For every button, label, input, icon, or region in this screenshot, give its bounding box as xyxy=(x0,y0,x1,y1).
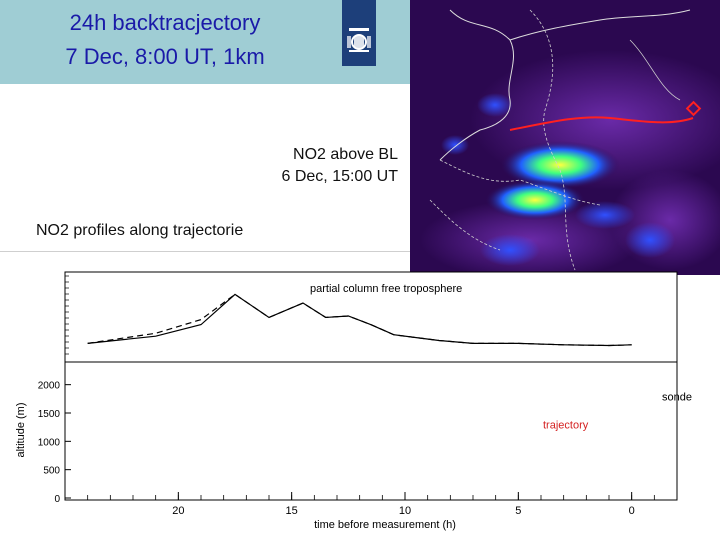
y-tick-label: 500 xyxy=(43,466,60,477)
x-tick-label: 10 xyxy=(399,505,411,517)
map-label-line-2: 6 Dec, 15:00 UT xyxy=(281,168,399,185)
emblem-logo xyxy=(342,0,376,66)
x-axis-label: time before measurement (h) xyxy=(314,519,456,531)
axes-layer xyxy=(64,275,678,501)
no2-satellite-map xyxy=(410,0,720,275)
title-box: 24h backtracjectory 7 Dec, 8:00 UT, 1km xyxy=(0,0,410,84)
x-tick-label: 0 xyxy=(629,505,635,517)
lower-panel-frame xyxy=(64,361,678,501)
y-tick-label: 1500 xyxy=(38,409,61,420)
y-tick-label: 2000 xyxy=(38,381,61,392)
annotation-trajectory: trajectory xyxy=(543,419,589,431)
x-tick-label: 15 xyxy=(286,505,298,517)
free-troposphere-column xyxy=(87,293,632,347)
annotation-sonde: sonde xyxy=(662,392,692,404)
y-axis-label: altitude (m) xyxy=(15,402,27,457)
y-tick-label: 0 xyxy=(54,494,60,505)
map-label-line-1: NO2 above BL xyxy=(293,146,398,163)
title-line-1: 24h backtracjectory xyxy=(69,10,261,35)
x-tick-label: 5 xyxy=(515,505,521,517)
divider xyxy=(0,251,410,252)
profiles-label: NO2 profiles along trajectorie xyxy=(36,222,244,239)
column-solid-line xyxy=(87,293,632,347)
annotation-free-troposphere: partial column free troposphere xyxy=(310,283,462,295)
title-line-2: 7 Dec, 8:00 UT, 1km xyxy=(65,44,265,69)
y-tick-label: 1000 xyxy=(38,437,61,448)
x-tick-label: 20 xyxy=(172,505,184,517)
